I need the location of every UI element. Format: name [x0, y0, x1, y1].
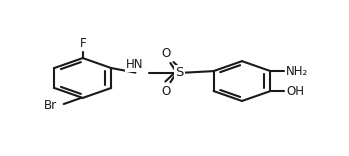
Text: NH₂: NH₂	[286, 65, 308, 78]
Text: Br: Br	[44, 99, 57, 112]
Text: S: S	[176, 66, 184, 79]
Text: O: O	[161, 47, 170, 60]
Text: F: F	[80, 37, 86, 50]
Text: OH: OH	[286, 85, 304, 98]
Text: O: O	[161, 85, 170, 98]
Text: HN: HN	[126, 58, 143, 71]
